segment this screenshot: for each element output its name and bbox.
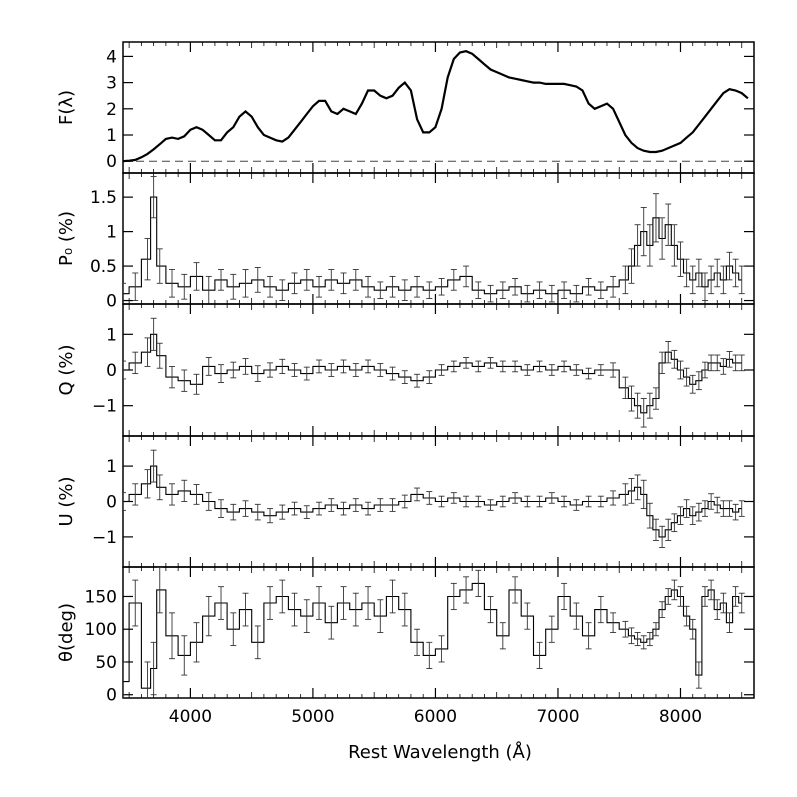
panel-Q: −1 0 1 Q (%)	[56, 303, 755, 437]
x-tick-label: 4000	[169, 707, 212, 727]
y-tick-label: 4	[106, 47, 117, 67]
y-tick-label: −1	[92, 397, 117, 417]
y-tick-label: 0.5	[90, 257, 117, 277]
y-axis-label: θ(deg)	[56, 603, 77, 662]
series-line-U	[123, 465, 742, 538]
y-tick-label: 0	[106, 493, 117, 513]
y-tick-label: 1	[106, 223, 117, 243]
data-group	[123, 175, 745, 304]
y-tick-label: 3	[106, 74, 117, 94]
x-axis-label: Rest Wavelength (Å)	[348, 741, 532, 763]
data-group	[123, 567, 745, 698]
panel-U: −1 0 1 U (%)	[56, 435, 755, 568]
y-tick-label: −1	[92, 528, 117, 548]
y-tick-label: 0	[106, 292, 117, 312]
panels-group: 0 1 2 3 4 F(λ) 0 0.5 1 1.5 P₀ (%) −1 0 1 Q (%) −1 0 1 U (%…	[56, 41, 755, 727]
y-axis-label: F(λ)	[56, 90, 77, 125]
series-line-Q	[123, 333, 742, 414]
y-axis-label: U (%)	[56, 476, 77, 526]
y-tick-label: 50	[95, 653, 117, 673]
y-tick-label: 0	[106, 361, 117, 381]
y-tick-label: 0	[106, 152, 117, 172]
x-tick-label: 6000	[414, 707, 457, 727]
y-tick-label: 1	[106, 457, 117, 477]
x-tick-label: 7000	[536, 707, 579, 727]
series-line-flux	[123, 50, 749, 163]
x-tick-label: 8000	[659, 707, 702, 727]
y-tick-label: 2	[106, 100, 117, 120]
data-group	[123, 449, 745, 548]
y-axis-label: Q (%)	[56, 344, 77, 395]
data-group	[123, 317, 745, 428]
panel-frame	[122, 566, 755, 699]
y-axis-label: P₀ (%)	[56, 211, 77, 266]
data-group	[123, 50, 749, 163]
y-tick-label: 1	[106, 126, 117, 146]
y-tick-label: 0	[106, 686, 117, 706]
x-tick-label: 5000	[291, 707, 334, 727]
y-tick-label: 100	[85, 620, 117, 640]
panel-polarization: 0 0.5 1 1.5 P₀ (%)	[56, 172, 755, 312]
panel-theta: 0 50 100 150 4000 5000 6000 7000 8000 θ(deg)	[56, 566, 755, 727]
y-tick-label: 150	[85, 587, 117, 607]
y-tick-label: 1	[106, 325, 117, 345]
y-tick-label: 1.5	[90, 188, 117, 208]
